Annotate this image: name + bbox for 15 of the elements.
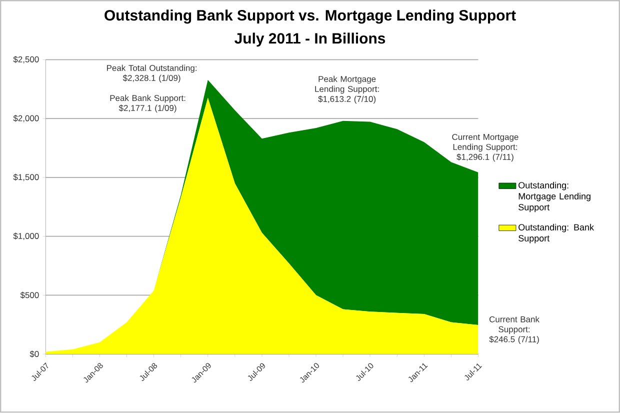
legend-label: Outstanding: Bank Support [518, 224, 594, 244]
y-tick-label: $2,500 [13, 56, 39, 64]
annotation: Peak Bank Support: $2,177.1 (1/09) [110, 94, 186, 113]
chart-subtitle: July 2011 - In Billions [234, 32, 386, 47]
y-tick-label: $0 [30, 350, 39, 358]
annotation: Peak Total Outstanding: $2,328.1 (1/09) [107, 64, 196, 83]
y-tick-label: $500 [20, 292, 39, 299]
legend-label: Outstanding: Mortgage Lending Support [518, 182, 590, 212]
text: Current Bank Support: $246.5 (7/11) [489, 316, 540, 344]
y-tick-label: $1,000 [13, 232, 39, 240]
annotation: Current Mortgage Lending Support: $1,296.1 (7/11) [452, 134, 518, 162]
y-tick-label: $2,000 [13, 115, 39, 122]
annotation: Peak Mortgage Lending Support: $1,613.2 (7/10) [315, 76, 379, 104]
chart-title: Outstanding Bank Support vs. Mortgage Lending Support [104, 10, 516, 24]
y-tick-label: $1,500 [13, 174, 39, 182]
